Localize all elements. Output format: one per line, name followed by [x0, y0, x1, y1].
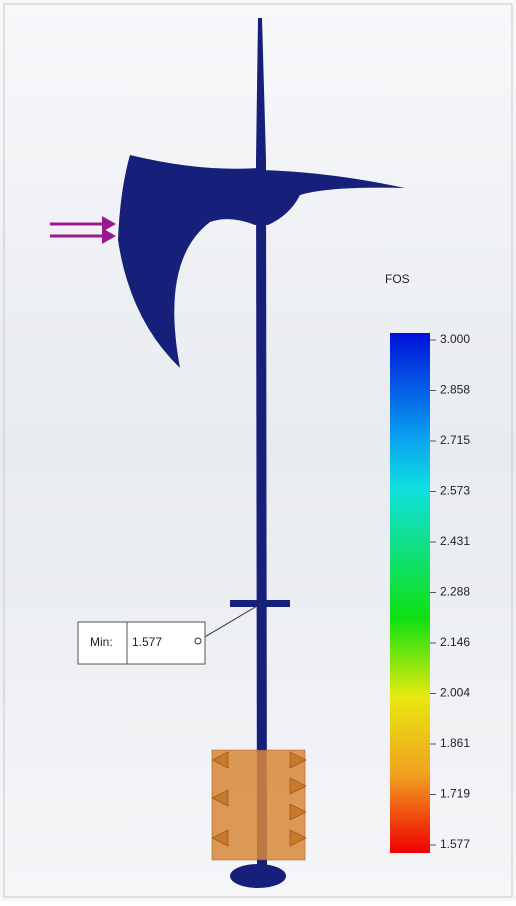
fixture-arrows [212, 750, 306, 860]
legend-label: 2.146 [440, 635, 470, 649]
legend-label: 2.858 [440, 383, 470, 397]
page: FOS 3.000 2.858 2.715 2.573 2.431 2.288 2.146 2… [0, 0, 516, 901]
legend-label: 3.000 [440, 332, 470, 346]
legend-label: 1.577 [440, 837, 470, 851]
legend-label: 2.715 [440, 433, 470, 447]
legend-label: 2.004 [440, 686, 470, 700]
legend-label: 1.719 [440, 787, 470, 801]
legend-label: 2.573 [440, 484, 470, 498]
viewport: FOS 3.000 2.858 2.715 2.573 2.431 2.288 2.146 2… [0, 0, 516, 901]
legend-title: FOS [385, 272, 410, 286]
legend-label: 2.288 [440, 585, 470, 599]
callout-value: 1.577 [132, 635, 162, 649]
legend-label: 1.861 [440, 736, 470, 750]
color-bar [390, 333, 430, 853]
legend-label: 2.431 [440, 534, 470, 548]
callout-label: Min: [90, 635, 113, 649]
callout-anchor [195, 638, 201, 644]
